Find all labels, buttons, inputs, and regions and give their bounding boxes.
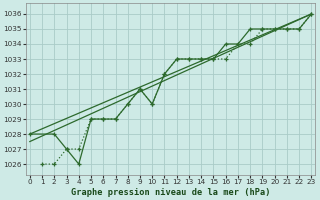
X-axis label: Graphe pression niveau de la mer (hPa): Graphe pression niveau de la mer (hPa) bbox=[71, 188, 270, 197]
